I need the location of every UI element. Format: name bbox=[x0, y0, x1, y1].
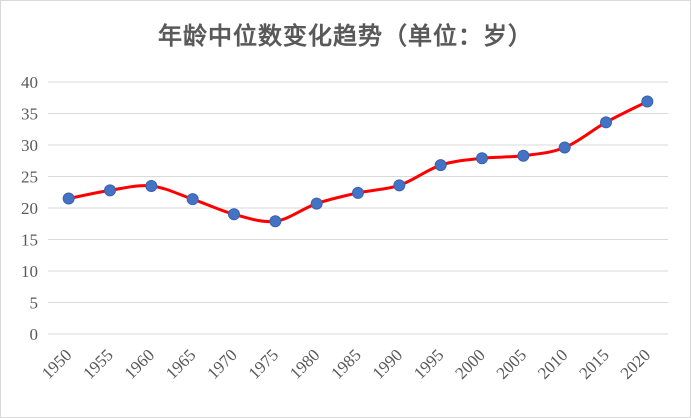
data-point bbox=[393, 179, 406, 192]
x-tick-label: 1950 bbox=[38, 345, 75, 382]
x-tick-label: 2005 bbox=[493, 345, 530, 382]
y-axis-ticks: 0 5 10 15 20 25 30 35 40 bbox=[21, 73, 38, 344]
series-points bbox=[62, 95, 654, 228]
chart-title: 年龄中位数变化趋势（单位：岁） bbox=[158, 22, 533, 50]
y-tick-label: 25 bbox=[21, 168, 38, 187]
x-tick-label: 1960 bbox=[121, 345, 158, 382]
series-line bbox=[67, 100, 649, 224]
x-tick-label: 1970 bbox=[203, 345, 240, 382]
x-axis-ticks: 1950 1955 1960 1965 1970 1975 1980 1985 1990 1995… bbox=[38, 345, 654, 382]
series-line-layer bbox=[67, 100, 649, 224]
data-point bbox=[600, 116, 612, 129]
data-point bbox=[558, 141, 571, 154]
data-point bbox=[641, 95, 654, 108]
data-point bbox=[186, 193, 199, 206]
x-tick-label: 1995 bbox=[410, 345, 447, 382]
y-tick-label: 0 bbox=[30, 325, 39, 344]
x-tick-label: 2020 bbox=[617, 345, 654, 382]
data-point bbox=[352, 186, 364, 199]
data-point bbox=[228, 208, 240, 221]
data-point bbox=[145, 179, 158, 192]
y-tick-label: 20 bbox=[21, 199, 38, 218]
y-tick-label: 30 bbox=[21, 136, 38, 155]
x-tick-label: 1975 bbox=[245, 345, 282, 382]
y-tick-label: 10 bbox=[21, 262, 38, 281]
y-tick-label: 35 bbox=[21, 105, 38, 124]
x-tick-label: 2010 bbox=[534, 345, 571, 382]
data-point bbox=[62, 192, 75, 205]
x-tick-label: 1990 bbox=[369, 345, 406, 382]
x-tick-label: 1985 bbox=[327, 345, 364, 382]
x-tick-label: 1980 bbox=[286, 345, 323, 382]
data-point bbox=[517, 149, 530, 162]
data-point bbox=[104, 184, 116, 197]
data-point bbox=[476, 152, 488, 165]
x-tick-label: 2000 bbox=[451, 345, 488, 382]
y-tick-label: 15 bbox=[21, 231, 38, 250]
y-tick-label: 5 bbox=[30, 294, 39, 313]
data-point bbox=[310, 197, 323, 210]
x-tick-label: 1965 bbox=[162, 345, 199, 382]
gridlines bbox=[48, 81, 668, 335]
y-tick-label: 40 bbox=[21, 73, 38, 92]
x-tick-label: 1955 bbox=[79, 345, 116, 382]
data-point bbox=[269, 215, 282, 228]
x-tick-label: 2015 bbox=[575, 345, 612, 382]
data-point bbox=[434, 159, 447, 172]
